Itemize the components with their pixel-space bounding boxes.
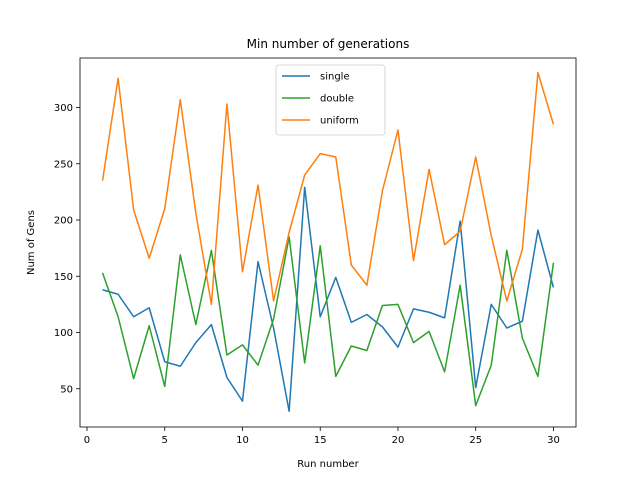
x-axis-label: Run number [297,459,359,470]
x-tick-label: 25 [469,435,482,446]
legend-box [275,64,386,136]
series-line-uniform [101,71,555,306]
y-axis-label: Num of Gens [26,210,37,275]
series-lines [101,71,555,412]
y-tick-label: 200 [54,216,73,227]
y-tick-label: 100 [54,328,73,339]
series-line-single [102,186,555,412]
series-line-double [101,236,555,407]
x-tick-label: 0 [84,435,90,446]
x-tick-label: 20 [392,435,405,446]
legend: single double uniform [275,64,386,136]
legend-label-uniform: uniform [320,116,359,127]
legend-label-single: single [320,72,350,83]
x-tick-label: 5 [162,435,168,446]
y-tick-label: 150 [54,272,73,283]
chart-title: Min number of generations [247,37,410,51]
axis-ticks: 0 5 10 15 20 25 30 50 100 150 200 250 300 [54,103,560,446]
y-tick-label: 300 [54,103,73,114]
x-tick-label: 15 [314,435,327,446]
y-tick-label: 50 [60,384,73,395]
y-tick-label: 250 [54,159,73,170]
x-tick-label: 30 [547,435,560,446]
x-tick-label: 10 [236,435,249,446]
legend-label-double: double [320,94,354,105]
axes-frame [79,57,577,428]
